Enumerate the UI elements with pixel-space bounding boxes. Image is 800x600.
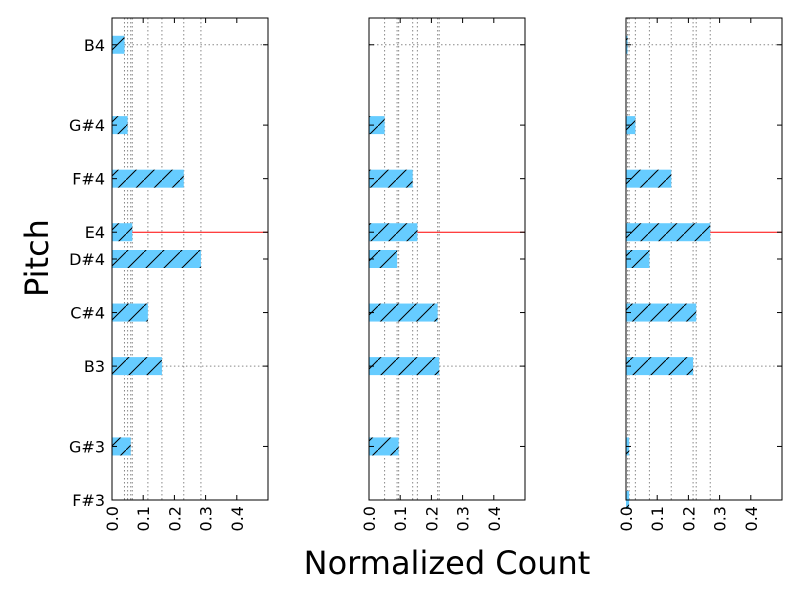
- x-tick-label: 0.1: [648, 506, 667, 531]
- bar-gs4: [369, 116, 385, 135]
- bar-b3: [626, 357, 694, 376]
- bar-cs4: [626, 303, 697, 322]
- bar-ds4: [369, 250, 398, 268]
- x-tick-label: 0.0: [617, 506, 636, 531]
- bar-e4: [369, 223, 418, 242]
- x-tick-label: 0.2: [422, 506, 441, 531]
- x-tick-label: 0.3: [454, 506, 473, 531]
- y-tick-label: B3: [84, 357, 105, 376]
- y-tick-label: C#4: [70, 304, 105, 323]
- x-tick-label: 0.3: [197, 506, 216, 531]
- y-tick-label: F#3: [72, 491, 105, 510]
- bar-b4: [112, 35, 125, 54]
- bar-fs4: [369, 169, 413, 188]
- x-axis-label: Normalized Count: [304, 544, 591, 582]
- y-tick-label: F#4: [72, 170, 105, 189]
- bar-e4: [112, 223, 133, 242]
- panel-3: 0.0 0.1 0.2 0.3 0.4: [617, 17, 783, 531]
- bar-e4: [626, 223, 711, 242]
- y-tick-label: B4: [84, 36, 105, 55]
- y-tick-label: G#4: [69, 116, 105, 135]
- panel-2: 0.0 0.1 0.2 0.3 0.4: [360, 17, 526, 531]
- bar-b3: [112, 357, 162, 376]
- x-tick-label: 0.2: [165, 506, 184, 531]
- x-tick-label: 0.3: [711, 506, 730, 531]
- bar-fs4: [112, 169, 184, 188]
- x-tick-label: 0.1: [391, 506, 410, 531]
- bar-gs4: [112, 116, 128, 135]
- x-tick-label: 0.1: [134, 506, 153, 531]
- x-tick-label: 0.4: [742, 506, 761, 531]
- bar-ds4: [112, 250, 201, 268]
- bar-b3: [369, 357, 440, 376]
- bar-gs3: [112, 437, 131, 456]
- bar-ds4: [626, 250, 650, 268]
- bar-gs3: [369, 437, 399, 456]
- bar-cs4: [112, 303, 148, 322]
- bar-cs4: [369, 303, 438, 322]
- bar-fs4: [626, 169, 672, 188]
- y-axis-label: Pitch: [18, 219, 56, 297]
- x-tick-label: 0.4: [485, 506, 504, 531]
- x-tick-label: 0.4: [228, 506, 247, 531]
- y-tick-label: E4: [85, 223, 105, 242]
- y-tick-label: G#3: [69, 437, 105, 456]
- panel-1: F#3 G#3 B3 C#4 D#4 E4 F#4 G#4 B4 0.0 0.1 0.2 0.3 0.4: [69, 17, 269, 531]
- y-tick-label: D#4: [69, 250, 105, 269]
- x-tick-label: 0.2: [679, 506, 698, 531]
- x-tick-label: 0.0: [103, 506, 122, 531]
- x-tick-label: 0.0: [360, 506, 379, 531]
